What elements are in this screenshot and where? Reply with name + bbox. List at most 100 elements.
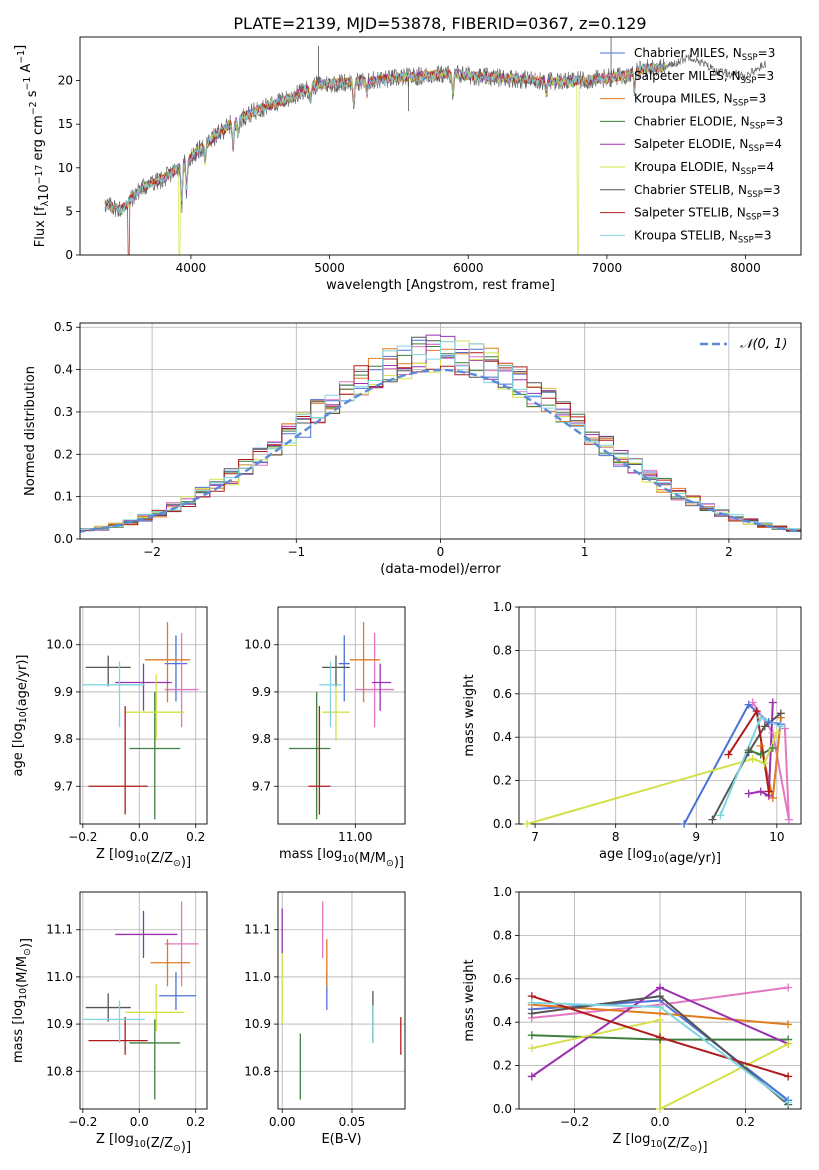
plot-marks [82,901,199,1100]
weight-line [531,1018,789,1109]
weight-marker [784,1039,793,1048]
y-axis-label: Normed distribution [23,366,38,496]
axes-spectrum: 4000 5000 6000 7000 8000 0 5 10 15 20 wavelength [… [13,36,802,293]
x-axis-label: Z [log10(Z/Z⊙)] [96,847,191,870]
legend-entry: Chabrier STELIB, NSSP=3 [634,183,781,200]
y-tick-label: 11.0 [46,970,73,984]
y-axis-label-part: λ [40,200,51,206]
x-tick-label: −1 [287,545,305,559]
x-axis-label: wavelength [Angstrom, rest frame] [326,278,555,293]
y-axis-label-part: (age/yr)] [15,655,30,712]
x-tick-label: 4000 [176,261,207,275]
weight-marker [764,787,773,796]
x-axis-label-part: (Z/Z [146,1136,173,1151]
y-axis-label-part: ] [13,45,28,50]
spectrum-legend: Chabrier MILES, NSSP=3 Salpeter MILES, NS… [600,46,783,245]
y-tick-label: 9.7 [54,779,73,793]
x-axis-label-part: ⊙ [690,1143,698,1154]
weight-marker [656,1105,664,1113]
x-axis-label-part: ⊙ [173,858,181,869]
x-axis-label: (data-model)/error [380,562,501,577]
y-tick-label: 0.2 [493,1059,512,1073]
x-tick-label: 10 [769,830,784,844]
y-axis-label-part: A [19,64,34,77]
x-tick-label: 0.2 [186,1115,205,1129]
y-tick-label: 0.8 [493,928,512,942]
x-tick-label: −2 [143,545,161,559]
weight-marker [760,759,769,768]
y-tick-label: 0.1 [54,490,73,504]
plot-area [278,892,405,1109]
axes-age_vs_mass: 11.00 9.7 9.8 9.9 10.0 mass [log10(M/M⊙)] [244,606,406,870]
x-axis-label: Z [log10(Z/Z⊙)] [612,1132,707,1155]
weight-marker [776,722,785,731]
weight-marker [656,983,664,992]
weight-marker [776,709,785,718]
y-axis-label-part: erg cm [31,115,46,164]
y-tick-label: 11.0 [244,970,271,984]
y-axis-label-part: −2 [28,101,39,115]
x-tick-label: 7000 [592,261,623,275]
weight-marker [784,1098,793,1107]
y-tick-label: 1.0 [493,885,512,899]
y-axis-label-part: −17 [34,165,45,185]
weight-marker [768,793,777,802]
y-tick-label: 10.0 [46,638,73,652]
weight-marker [724,750,733,759]
axes-frame [277,606,406,825]
x-tick-label: 8 [612,830,620,844]
weight-marker [527,998,536,1007]
y-tick-label: 11.1 [244,923,271,937]
spectrum-line [104,62,666,212]
y-tick-label: 15 [58,117,73,131]
y-tick-label: 1.0 [493,600,512,614]
axes-mass_vs_Z: −0.2 0.0 0.210.810.911.011.1Z [log10(Z/Z⊙)… [11,891,208,1155]
y-tick-label: 10.9 [244,1017,271,1031]
y-tick-label: 0.0 [54,532,73,546]
legend-entry: Salpeter MILES, NSSP=3 [634,69,774,86]
weight-marker [656,1003,664,1012]
figure-title: PLATE=2139, MJD=53878, FIBERID=0367, z=0… [233,14,646,33]
y-axis-label-part: ⊙ [22,948,33,956]
legend-entry: Salpeter STELIB, NSSP=3 [634,206,779,223]
x-axis-label-part: Z [log [612,1132,650,1147]
axes-age_vs_Z: −0.2 0.0 0.29.79.89.910.0Z [log10(Z/Z⊙)]ag… [11,606,208,870]
y-axis-label-part: 10 [18,988,29,1000]
x-tick-label: 9 [692,830,700,844]
x-axis-label-part: ⊙ [386,858,394,869]
axes-frame [518,606,802,825]
weight-marker [748,698,757,707]
legend-entry: Kroupa MILES, NSSP=3 [634,92,766,109]
x-axis-label: E(B-V) [321,1132,361,1147]
axes-frame [277,891,406,1110]
x-axis-label-part: Z [log [96,847,134,862]
plot-marks [289,622,394,820]
weight-marker [784,1020,793,1029]
weight-marker [744,700,753,709]
y-tick-label: 9.7 [252,779,271,793]
y-tick-label: 5 [65,204,73,218]
y-tick-label: 0.3 [54,405,73,419]
y-axis-label-part: age [log [11,723,26,776]
y-tick-label: 20 [58,74,73,88]
x-axis-label-part: 10 [652,854,664,865]
y-axis-label-part: s [25,90,40,101]
y-axis-label: age [log10(age/yr)] [11,655,30,777]
x-axis-label-part: )] [181,1140,191,1155]
x-tick-label: 0.05 [339,1115,366,1129]
x-axis-label-part: (M/M [354,851,386,866]
weight-marker [784,815,793,824]
weight-marker [656,1033,664,1042]
x-tick-label: 7 [531,830,539,844]
y-tick-label: 10.8 [244,1064,271,1078]
weight-marker [784,1072,793,1081]
x-tick-label: 0.0 [130,1115,149,1129]
y-tick-label: 0.4 [54,363,73,377]
weight-marker [780,724,789,733]
axes-residuals: −2 −1 0 1 2 0.0 0.1 0.2 0.3 0.4 0.5 (data-model)/er… [23,320,802,577]
x-axis-label-part: 10 [134,1139,146,1150]
weight-marker [527,1044,536,1053]
x-axis-label-part: )] [181,855,191,870]
x-axis-label-part: )] [394,855,404,870]
